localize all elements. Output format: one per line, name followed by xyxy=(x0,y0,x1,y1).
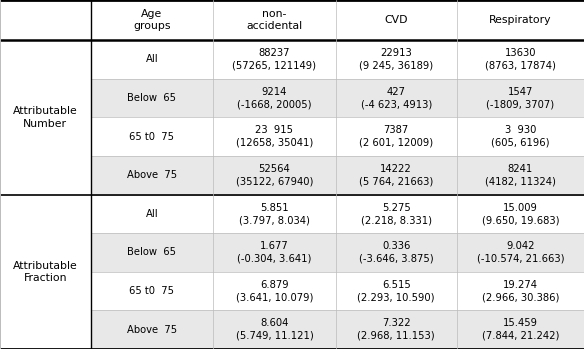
Bar xyxy=(213,195,336,233)
Text: 5.851
(3.797, 8.034): 5.851 (3.797, 8.034) xyxy=(239,203,310,225)
Bar xyxy=(457,117,584,156)
Text: 52564
(35122, 67940): 52564 (35122, 67940) xyxy=(236,164,313,186)
Text: 6.515
(2.293, 10.590): 6.515 (2.293, 10.590) xyxy=(357,280,435,302)
Bar xyxy=(213,156,336,195)
Bar xyxy=(91,0,213,40)
Bar xyxy=(457,195,584,233)
Bar xyxy=(336,79,457,117)
Text: 1547
(-1809, 3707): 1547 (-1809, 3707) xyxy=(486,87,554,109)
Bar xyxy=(213,272,336,310)
Text: CVD: CVD xyxy=(384,15,408,25)
Bar xyxy=(336,272,457,310)
Text: 427
(-4 623, 4913): 427 (-4 623, 4913) xyxy=(360,87,432,109)
Bar xyxy=(91,117,213,156)
Text: All: All xyxy=(145,209,158,219)
Text: 65 t0  75: 65 t0 75 xyxy=(129,286,175,296)
Bar xyxy=(91,79,213,117)
Bar xyxy=(457,79,584,117)
Text: 3  930
(605, 6196): 3 930 (605, 6196) xyxy=(491,125,550,148)
Text: Attributable
Fraction: Attributable Fraction xyxy=(13,261,78,283)
Text: Above  75: Above 75 xyxy=(127,170,177,180)
Bar xyxy=(91,310,213,349)
Bar xyxy=(336,195,457,233)
Bar xyxy=(336,233,457,272)
Text: 9214
(-1668, 20005): 9214 (-1668, 20005) xyxy=(237,87,312,109)
Text: 23  915
(12658, 35041): 23 915 (12658, 35041) xyxy=(236,125,313,148)
Text: Above  75: Above 75 xyxy=(127,325,177,335)
Text: 22913
(9 245, 36189): 22913 (9 245, 36189) xyxy=(359,48,433,70)
Text: Attributable
Number: Attributable Number xyxy=(13,106,78,128)
Bar xyxy=(91,156,213,195)
Bar xyxy=(336,40,457,79)
Bar xyxy=(213,117,336,156)
Text: 9.042
(-10.574, 21.663): 9.042 (-10.574, 21.663) xyxy=(477,241,564,264)
Bar xyxy=(213,79,336,117)
Text: 7387
(2 601, 12009): 7387 (2 601, 12009) xyxy=(359,125,433,148)
Bar xyxy=(336,0,457,40)
Text: 8.604
(5.749, 11.121): 8.604 (5.749, 11.121) xyxy=(235,319,314,341)
Bar xyxy=(457,310,584,349)
Text: 14222
(5 764, 21663): 14222 (5 764, 21663) xyxy=(359,164,433,186)
Text: 6.879
(3.641, 10.079): 6.879 (3.641, 10.079) xyxy=(236,280,313,302)
Bar xyxy=(336,310,457,349)
Text: Below  65: Below 65 xyxy=(127,247,176,258)
Text: 88237
(57265, 121149): 88237 (57265, 121149) xyxy=(232,48,317,70)
Text: 7.322
(2.968, 11.153): 7.322 (2.968, 11.153) xyxy=(357,319,435,341)
Bar xyxy=(336,156,457,195)
Bar xyxy=(91,272,213,310)
Text: 15.009
(9.650, 19.683): 15.009 (9.650, 19.683) xyxy=(482,203,559,225)
Bar xyxy=(0,40,91,195)
Bar xyxy=(457,0,584,40)
Bar xyxy=(213,233,336,272)
Text: Age
groups: Age groups xyxy=(133,9,171,31)
Text: Respiratory: Respiratory xyxy=(489,15,552,25)
Text: 19.274
(2.966, 30.386): 19.274 (2.966, 30.386) xyxy=(482,280,559,302)
Text: 15.459
(7.844, 21.242): 15.459 (7.844, 21.242) xyxy=(482,319,559,341)
Bar xyxy=(336,117,457,156)
Bar xyxy=(457,233,584,272)
Text: 13630
(8763, 17874): 13630 (8763, 17874) xyxy=(485,48,556,70)
Bar xyxy=(457,272,584,310)
Bar xyxy=(91,233,213,272)
Bar xyxy=(0,195,91,349)
Text: 8241
(4182, 11324): 8241 (4182, 11324) xyxy=(485,164,556,186)
Text: 5.275
(2.218, 8.331): 5.275 (2.218, 8.331) xyxy=(361,203,432,225)
Bar xyxy=(213,310,336,349)
Bar xyxy=(457,156,584,195)
Text: All: All xyxy=(145,54,158,65)
Text: 65 t0  75: 65 t0 75 xyxy=(129,132,175,142)
Bar xyxy=(91,195,213,233)
Text: 1.677
(-0.304, 3.641): 1.677 (-0.304, 3.641) xyxy=(237,241,312,264)
Text: 0.336
(-3.646, 3.875): 0.336 (-3.646, 3.875) xyxy=(359,241,433,264)
Bar xyxy=(91,40,213,79)
Bar xyxy=(213,40,336,79)
Text: non-
accidental: non- accidental xyxy=(246,9,303,31)
Bar xyxy=(213,0,336,40)
Bar xyxy=(457,40,584,79)
Text: Below  65: Below 65 xyxy=(127,93,176,103)
